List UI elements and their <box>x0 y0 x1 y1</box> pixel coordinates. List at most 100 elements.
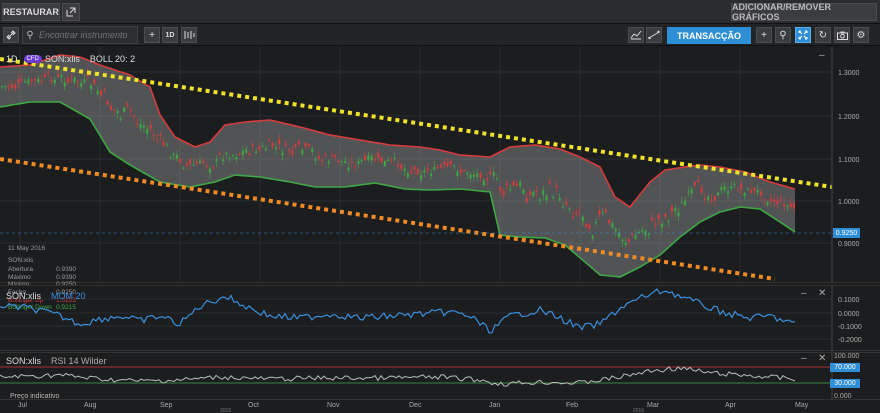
candle-body <box>208 168 211 173</box>
candle-body <box>40 79 43 81</box>
minimize-icon[interactable]: – <box>801 353 807 364</box>
candle-body <box>17 79 20 84</box>
candle-body <box>710 199 713 201</box>
chart-toolbar: ⚲ + 1D TRANSACÇÃO + ⚲ ↻ ⚙ <box>0 24 880 46</box>
month-label: Sep <box>160 402 173 409</box>
candlestick-icon[interactable] <box>181 27 197 43</box>
candle-body <box>232 155 234 157</box>
candle-body <box>166 144 168 146</box>
candle-body <box>571 215 574 217</box>
candle-body <box>142 125 145 128</box>
ohlc-low-value: 0.9250 <box>56 281 76 289</box>
candle-body <box>482 180 485 186</box>
candle-body <box>248 153 251 155</box>
candle-body <box>703 198 706 200</box>
candle-body <box>43 74 46 77</box>
price-chart-panel[interactable]: 1.3000 1.2000 1.1000 1.0000 0.9000 1D CFD SO… <box>0 47 880 311</box>
candle-body <box>50 79 53 82</box>
candle-body <box>413 166 416 170</box>
candle-body <box>192 164 195 166</box>
candle-body <box>251 144 254 146</box>
candle-body <box>20 79 23 81</box>
candle-body <box>377 152 380 158</box>
add-icon[interactable]: + <box>144 27 160 43</box>
candle-body <box>14 85 17 89</box>
chart-type-icon[interactable] <box>628 27 644 43</box>
candle-body <box>373 159 376 161</box>
candle-body <box>397 164 399 167</box>
refresh-icon[interactable]: ↻ <box>815 27 831 43</box>
candle-body <box>519 181 522 187</box>
candle-body <box>90 85 93 90</box>
candle-body <box>96 90 99 95</box>
candle-body <box>37 78 40 83</box>
candle-body <box>156 139 159 141</box>
rsi-0-label: 0.000 <box>834 393 852 400</box>
ohlc-date: 11 May 2016 <box>8 245 46 252</box>
candle-body <box>76 81 79 83</box>
candle-body <box>492 172 495 176</box>
candle-body <box>304 143 307 147</box>
candle-body <box>116 110 119 114</box>
candle-body <box>555 185 558 188</box>
ohlc-close-label: Fecho <box>8 288 27 296</box>
candle-body <box>684 200 687 206</box>
popout-icon[interactable] <box>62 3 80 21</box>
candle-body <box>106 100 109 105</box>
y-tick-label: -0.1000 <box>838 324 862 331</box>
candle-body <box>753 187 756 191</box>
settings-icon[interactable]: ⚙ <box>853 27 869 43</box>
candle-body <box>439 164 442 168</box>
add-remove-charts-button[interactable]: ADICIONAR/REMOVER GRÁFICOS <box>731 2 877 22</box>
candle-body <box>565 201 568 205</box>
candle-body <box>274 147 277 150</box>
candle-body <box>284 143 287 146</box>
candle-body <box>126 103 129 106</box>
candle-body <box>383 161 386 167</box>
bollinger-down-line <box>0 101 796 278</box>
candle-body <box>532 191 535 197</box>
candle-body <box>469 174 472 179</box>
link-icon[interactable] <box>3 27 19 43</box>
restore-button[interactable]: RESTAURAR <box>2 3 60 21</box>
candle-body <box>400 164 403 170</box>
momentum-panel[interactable]: 0.1000 0.0000 -0.1000 -0.2000 SON:xlis MOM … <box>0 285 880 352</box>
fit-screen-icon[interactable] <box>795 27 811 43</box>
candle-body <box>367 155 370 161</box>
candle-body <box>123 107 126 112</box>
zoom-icon[interactable]: ⚲ <box>775 27 791 43</box>
candle-body <box>337 160 340 163</box>
crosshair-icon[interactable]: + <box>756 27 772 43</box>
ohlc-boll-up-label: Bollinger Up <box>8 296 44 304</box>
candle-body <box>420 175 423 180</box>
candle-body <box>578 210 581 212</box>
candle-body <box>515 183 518 186</box>
candle-body <box>393 157 396 159</box>
interval-button[interactable]: 1D <box>162 27 178 43</box>
y-tick-label: 0.1000 <box>838 297 860 304</box>
candle-body <box>677 212 680 217</box>
candle-body <box>100 90 102 96</box>
search-input[interactable] <box>39 30 135 40</box>
minimize-icon[interactable]: – <box>801 288 807 299</box>
month-label: Jan <box>489 402 501 409</box>
y-tick-label: 0.9000 <box>838 241 860 248</box>
draw-line-icon[interactable] <box>646 27 662 43</box>
candle-body <box>723 186 726 191</box>
candle-body <box>604 209 607 212</box>
candle-body <box>129 109 132 111</box>
instrument-search[interactable]: ⚲ <box>22 26 138 44</box>
candle-body <box>113 109 116 111</box>
candle-body <box>169 156 172 158</box>
trade-button[interactable]: TRANSACÇÃO <box>667 27 751 44</box>
minimize-icon[interactable]: – <box>819 50 825 61</box>
candle-body <box>228 158 231 160</box>
close-icon[interactable]: ✕ <box>818 288 827 299</box>
candle-body <box>162 142 165 146</box>
camera-icon[interactable] <box>834 27 850 43</box>
close-icon[interactable]: ✕ <box>818 353 827 364</box>
month-label: Oct <box>248 402 259 409</box>
rsi-panel[interactable]: SON:xlis RSI 14 Wilder – ✕ 70.000 30.000… <box>0 352 880 401</box>
candle-body <box>740 183 743 189</box>
momentum-line <box>0 288 796 334</box>
